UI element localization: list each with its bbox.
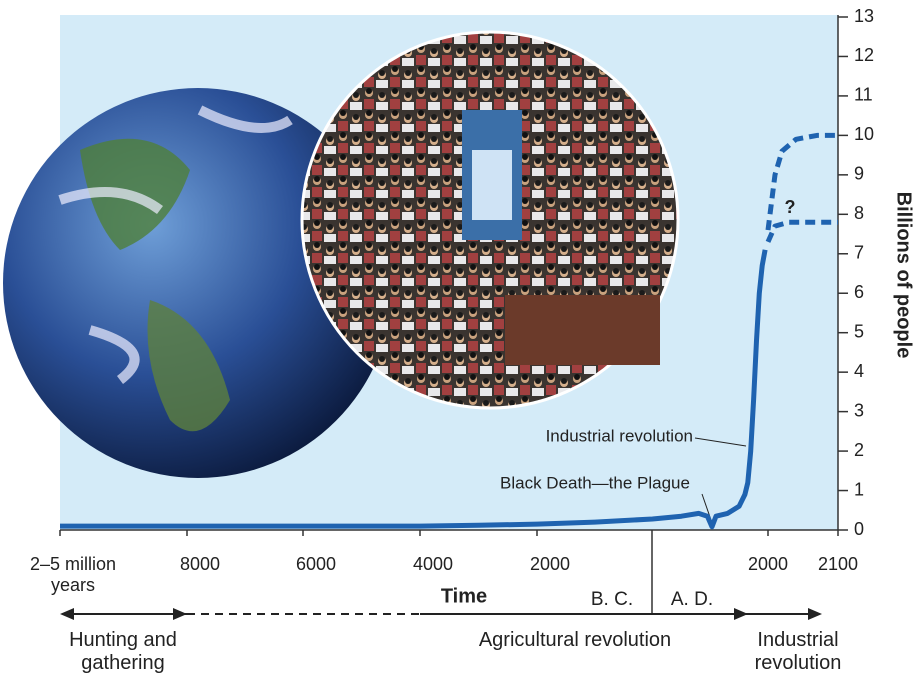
y-tick-label: 10	[854, 124, 874, 144]
globe-photo	[3, 88, 393, 478]
x-axis-label: Time	[441, 585, 487, 607]
y-tick-label: 2	[854, 440, 864, 460]
y-tick-label: 4	[854, 361, 864, 381]
annotation: Black Death—the Plague	[500, 473, 690, 492]
y-tick-label: 13	[854, 6, 874, 26]
y-tick-label: 3	[854, 400, 864, 420]
annotation: Industrial revolution	[546, 426, 693, 445]
y-tick-label: 6	[854, 282, 864, 302]
y-tick-label: 12	[854, 45, 874, 65]
era-label: B. C.	[591, 589, 633, 610]
x-tick-label: 2000	[747, 554, 789, 574]
era-label: A. D.	[671, 589, 713, 610]
era-name: Hunting and gathering	[69, 629, 177, 674]
y-tick-label: 9	[854, 164, 864, 184]
x-tick-label: 4000	[412, 554, 454, 574]
leader-line	[694, 437, 747, 447]
x-tick-label: 2100	[817, 554, 859, 574]
y-tick-label: 0	[854, 519, 864, 539]
y-tick-label: 5	[854, 321, 864, 341]
population-line	[60, 249, 768, 530]
x-tick-label: 8000	[179, 554, 221, 574]
population-line	[765, 132, 838, 231]
y-tick-label: 8	[854, 203, 864, 223]
y-tick-label: 11	[854, 85, 873, 105]
x-tick-label: 2000	[529, 554, 571, 574]
era-name: Industrial revolution	[754, 629, 842, 674]
x-tick-label: 2–5 million years	[29, 554, 117, 595]
x-tick-label: 6000	[295, 554, 337, 574]
crowd-photo	[300, 30, 680, 410]
y-tick-label: 7	[854, 243, 864, 263]
y-tick-label: 1	[854, 479, 864, 499]
y-axis-label: Billions of people	[893, 192, 915, 359]
annotation: ?	[785, 197, 796, 217]
era-name: Agricultural revolution	[478, 629, 672, 651]
era-arrows	[60, 608, 822, 620]
